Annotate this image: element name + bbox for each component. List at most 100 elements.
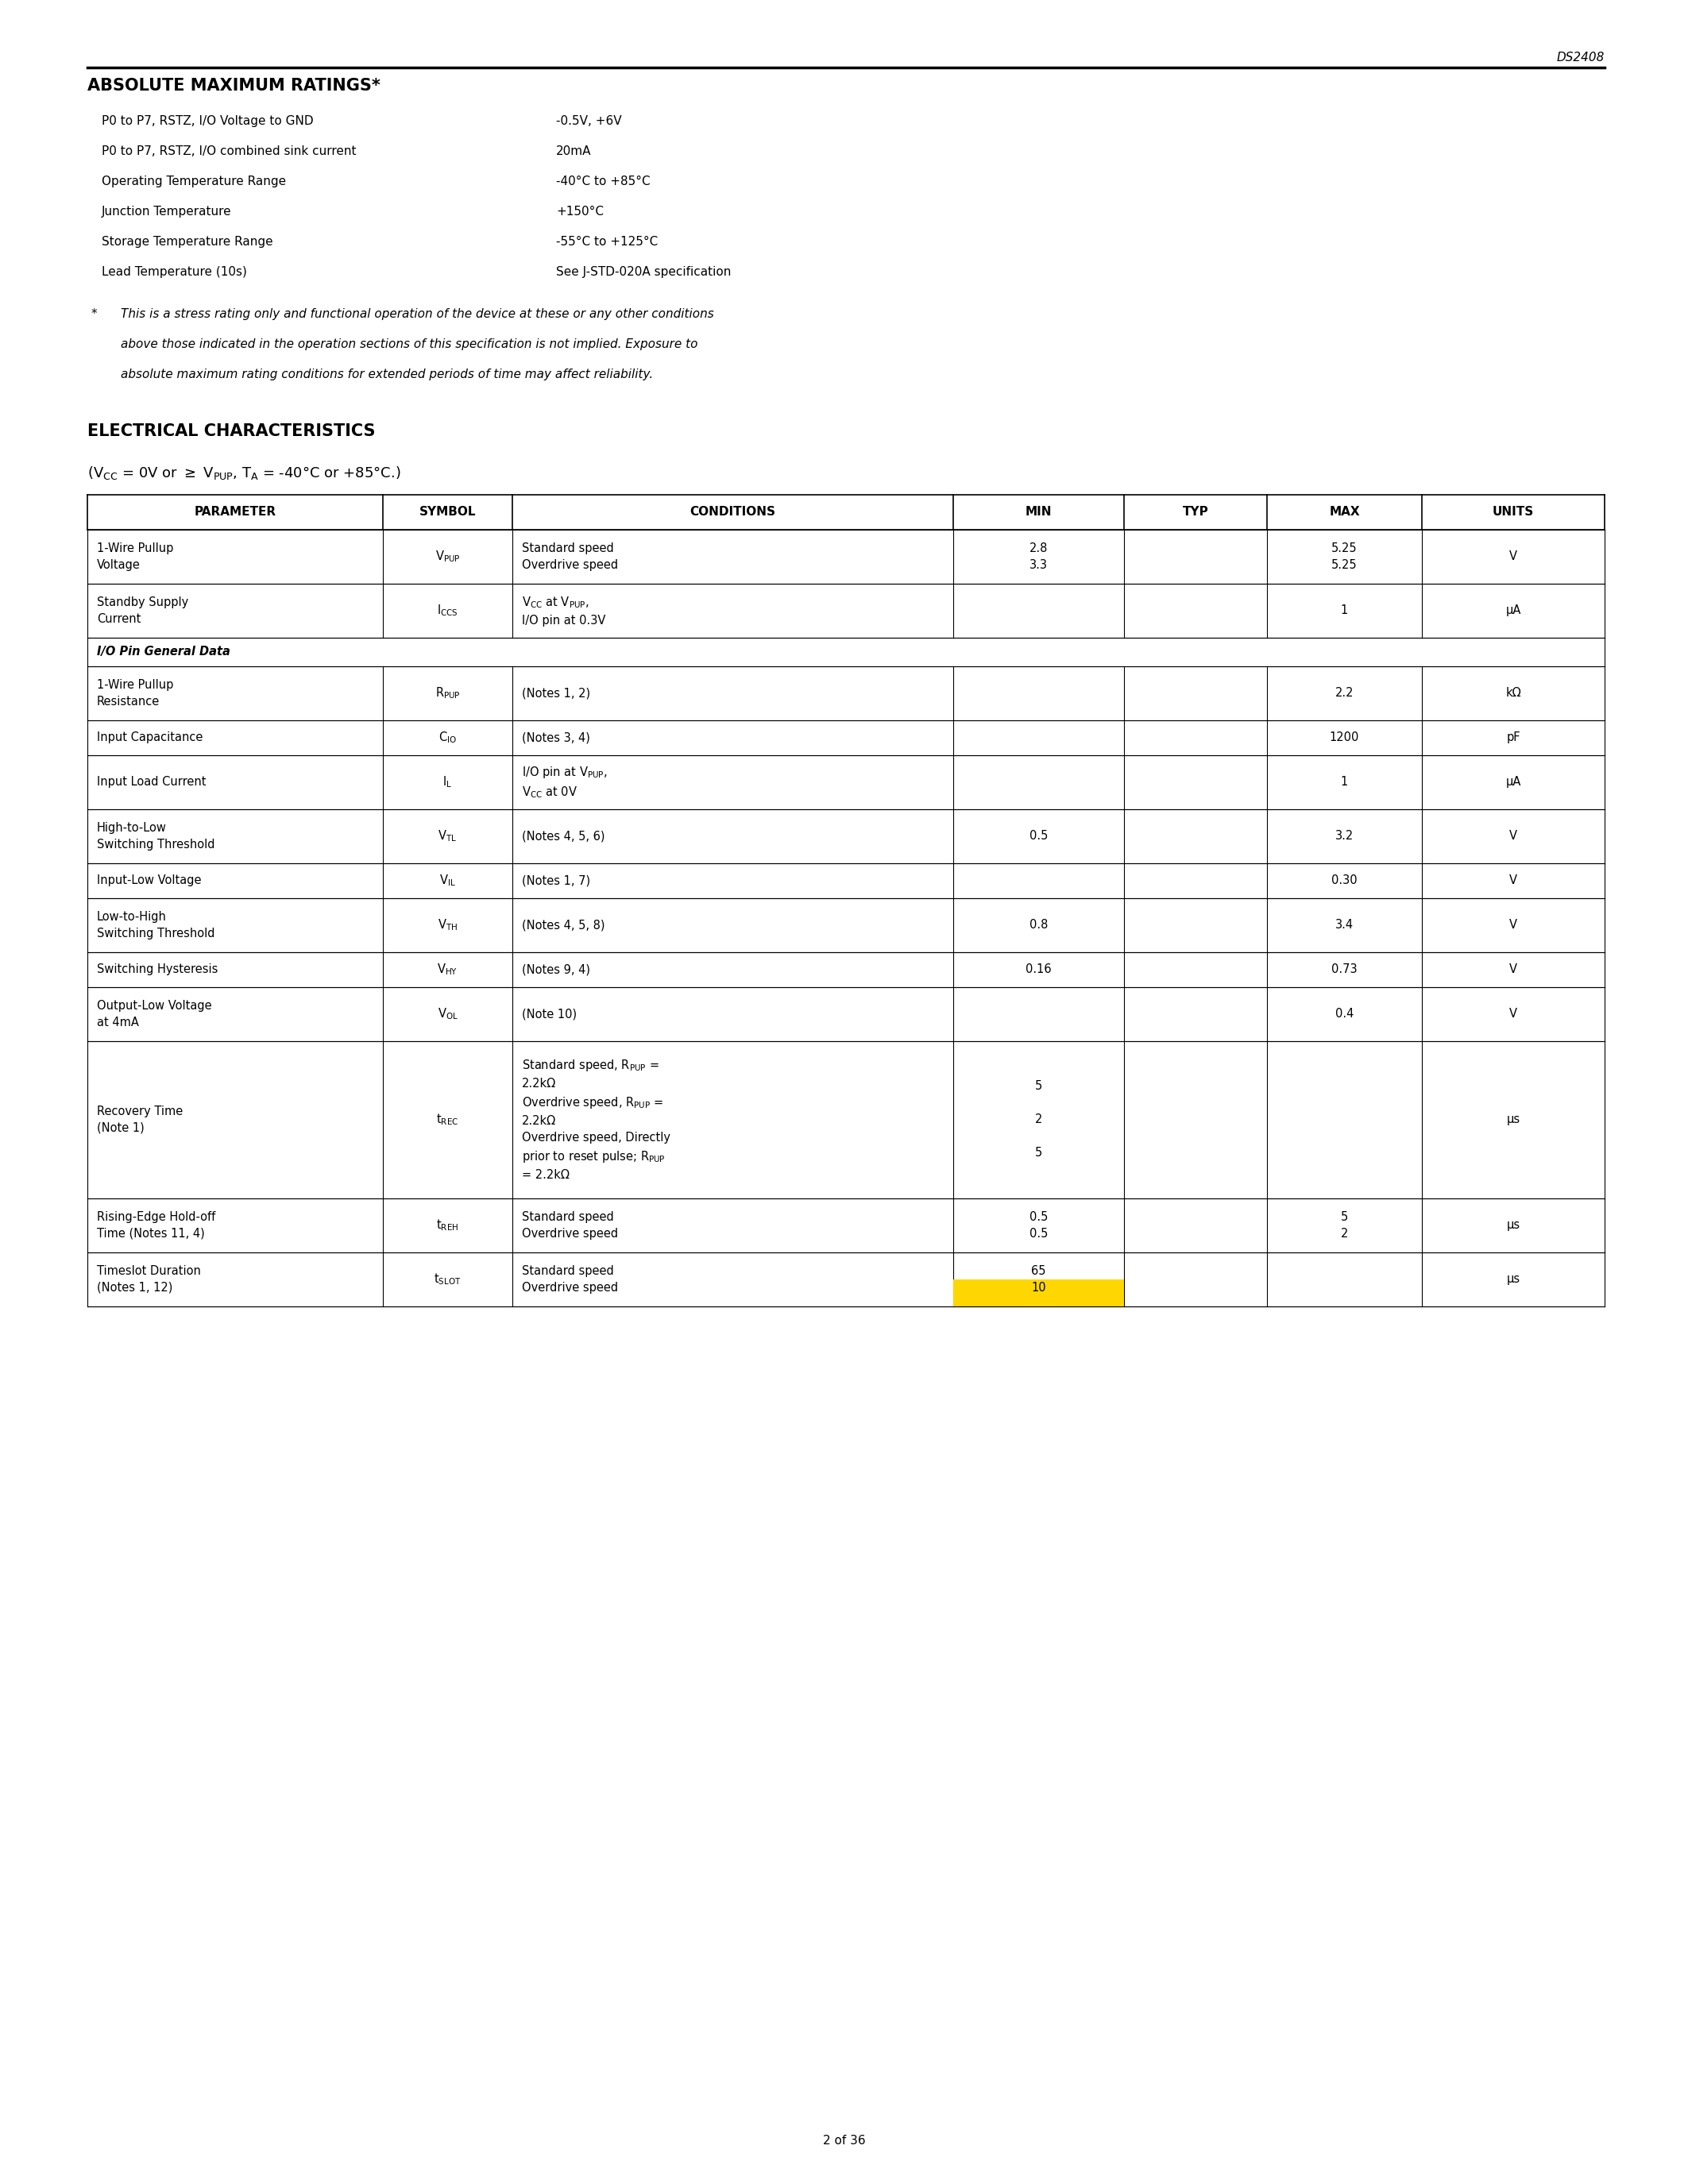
Text: Input Load Current: Input Load Current [96, 775, 206, 788]
Text: I/O pin at V$_{\mathregular{PUP}}$,
V$_{\mathregular{CC}}$ at 0V: I/O pin at V$_{\mathregular{PUP}}$, V$_{… [522, 764, 608, 799]
Text: ELECTRICAL CHARACTERISTICS: ELECTRICAL CHARACTERISTICS [88, 424, 375, 439]
Text: DS2408: DS2408 [1556, 52, 1605, 63]
Text: μs: μs [1506, 1219, 1521, 1232]
Text: Rising-Edge Hold-off
Time (Notes 11, 4): Rising-Edge Hold-off Time (Notes 11, 4) [96, 1212, 216, 1241]
Text: pF: pF [1506, 732, 1521, 745]
Text: above those indicated in the operation sections of this specification is not imp: above those indicated in the operation s… [122, 339, 697, 349]
Text: 1: 1 [1340, 605, 1349, 616]
Text: 0.30: 0.30 [1332, 876, 1357, 887]
Text: 0.5: 0.5 [1030, 830, 1048, 843]
Text: 1: 1 [1340, 775, 1349, 788]
Text: Recovery Time
(Note 1): Recovery Time (Note 1) [96, 1105, 182, 1133]
Text: P0 to P7, RSTZ, I/O Voltage to GND: P0 to P7, RSTZ, I/O Voltage to GND [101, 116, 314, 127]
Text: t$_{\mathregular{REH}}$: t$_{\mathregular{REH}}$ [437, 1219, 459, 1232]
Text: *: * [91, 308, 98, 321]
Text: 0.8: 0.8 [1030, 919, 1048, 930]
Text: V: V [1509, 830, 1518, 843]
Text: Timeslot Duration
(Notes 1, 12): Timeslot Duration (Notes 1, 12) [96, 1265, 201, 1293]
Text: Standard speed
Overdrive speed: Standard speed Overdrive speed [522, 542, 618, 570]
Text: t$_{\mathregular{REC}}$: t$_{\mathregular{REC}}$ [437, 1112, 459, 1127]
Text: -0.5V, +6V: -0.5V, +6V [555, 116, 621, 127]
Text: Standard speed, R$_{\mathregular{PUP}}$ =
2.2kΩ
Overdrive speed, R$_{\mathregula: Standard speed, R$_{\mathregular{PUP}}$ … [522, 1059, 670, 1182]
Text: Output-Low Voltage
at 4mA: Output-Low Voltage at 4mA [96, 1000, 211, 1029]
Text: μs: μs [1506, 1273, 1521, 1286]
Text: (Notes 9, 4): (Notes 9, 4) [522, 963, 591, 976]
Text: Input-Low Voltage: Input-Low Voltage [96, 876, 201, 887]
Text: PARAMETER: PARAMETER [194, 507, 277, 518]
Text: SYMBOL: SYMBOL [419, 507, 476, 518]
Text: MIN: MIN [1025, 507, 1052, 518]
Text: UNITS: UNITS [1492, 507, 1534, 518]
Text: V: V [1509, 550, 1518, 563]
Text: 0.16: 0.16 [1026, 963, 1052, 976]
Text: High-to-Low
Switching Threshold: High-to-Low Switching Threshold [96, 821, 214, 850]
Text: -55°C to +125°C: -55°C to +125°C [555, 236, 658, 247]
Text: 3.4: 3.4 [1335, 919, 1354, 930]
Text: (Notes 4, 5, 8): (Notes 4, 5, 8) [522, 919, 604, 930]
Text: V: V [1509, 876, 1518, 887]
Text: This is a stress rating only and functional operation of the device at these or : This is a stress rating only and functio… [122, 308, 714, 321]
Text: 65
10: 65 10 [1031, 1265, 1047, 1293]
Text: V$_{\mathregular{CC}}$ at V$_{\mathregular{PUP}}$,
I/O pin at 0.3V: V$_{\mathregular{CC}}$ at V$_{\mathregul… [522, 594, 606, 627]
Text: TYP: TYP [1183, 507, 1209, 518]
Text: Lead Temperature (10s): Lead Temperature (10s) [101, 266, 246, 277]
Text: V$_{\mathregular{HY}}$: V$_{\mathregular{HY}}$ [437, 963, 457, 976]
Text: R$_{\mathregular{PUP}}$: R$_{\mathregular{PUP}}$ [436, 686, 461, 701]
Text: μs: μs [1506, 1114, 1521, 1125]
Text: Low-to-High
Switching Threshold: Low-to-High Switching Threshold [96, 911, 214, 939]
Text: +150°C: +150°C [555, 205, 604, 218]
Text: V$_{\mathregular{IL}}$: V$_{\mathregular{IL}}$ [439, 874, 456, 889]
Text: Junction Temperature: Junction Temperature [101, 205, 231, 218]
Text: 2 of 36: 2 of 36 [822, 2134, 866, 2147]
Text: C$_{\mathregular{IO}}$: C$_{\mathregular{IO}}$ [439, 729, 457, 745]
Text: (V$_{\mathregular{CC}}$ = 0V or $\geq$ V$_{\mathregular{PUP}}$, T$_{\mathregular: (V$_{\mathregular{CC}}$ = 0V or $\geq$ V… [88, 465, 400, 480]
Text: 1200: 1200 [1330, 732, 1359, 745]
Text: Standby Supply
Current: Standby Supply Current [96, 596, 189, 625]
Text: See J-STD-020A specification: See J-STD-020A specification [555, 266, 731, 277]
Text: V$_{\mathregular{TH}}$: V$_{\mathregular{TH}}$ [437, 917, 457, 933]
Text: 5

2

5: 5 2 5 [1035, 1081, 1043, 1160]
Text: 1-Wire Pullup
Resistance: 1-Wire Pullup Resistance [96, 679, 174, 708]
Text: V: V [1509, 963, 1518, 976]
Text: (Notes 1, 7): (Notes 1, 7) [522, 876, 591, 887]
Text: 1-Wire Pullup
Voltage: 1-Wire Pullup Voltage [96, 542, 174, 570]
Text: absolute maximum rating conditions for extended periods of time may affect relia: absolute maximum rating conditions for e… [122, 369, 653, 380]
Text: V$_{\mathregular{TL}}$: V$_{\mathregular{TL}}$ [439, 830, 457, 843]
Text: V: V [1509, 1009, 1518, 1020]
Text: 0.4: 0.4 [1335, 1009, 1354, 1020]
Text: Input Capacitance: Input Capacitance [96, 732, 203, 745]
Text: Storage Temperature Range: Storage Temperature Range [101, 236, 273, 247]
Text: μA: μA [1506, 605, 1521, 616]
Text: 2.8
3.3: 2.8 3.3 [1030, 542, 1048, 570]
Text: P0 to P7, RSTZ, I/O combined sink current: P0 to P7, RSTZ, I/O combined sink curren… [101, 146, 356, 157]
Text: (Notes 4, 5, 6): (Notes 4, 5, 6) [522, 830, 604, 843]
Text: 2.2: 2.2 [1335, 688, 1354, 699]
Text: 3.2: 3.2 [1335, 830, 1354, 843]
Text: ABSOLUTE MAXIMUM RATINGS*: ABSOLUTE MAXIMUM RATINGS* [88, 79, 380, 94]
Text: -40°C to +85°C: -40°C to +85°C [555, 175, 650, 188]
Text: 20mA: 20mA [555, 146, 591, 157]
Text: I$_{\mathregular{L}}$: I$_{\mathregular{L}}$ [442, 775, 452, 791]
Text: t$_{\mathregular{SLOT}}$: t$_{\mathregular{SLOT}}$ [434, 1271, 461, 1286]
Text: Standard speed
Overdrive speed: Standard speed Overdrive speed [522, 1212, 618, 1241]
Bar [954, 1280, 1124, 1306]
Text: Standard speed
Overdrive speed: Standard speed Overdrive speed [522, 1265, 618, 1293]
Text: V: V [1509, 919, 1518, 930]
Text: kΩ: kΩ [1506, 688, 1521, 699]
Text: Operating Temperature Range: Operating Temperature Range [101, 175, 285, 188]
Text: 5.25
5.25: 5.25 5.25 [1332, 542, 1357, 570]
Text: MAX: MAX [1328, 507, 1361, 518]
Bar [88, 496, 1605, 531]
Text: 0.5
0.5: 0.5 0.5 [1030, 1212, 1048, 1241]
Text: (Note 10): (Note 10) [522, 1009, 577, 1020]
Text: V$_{\mathregular{OL}}$: V$_{\mathregular{OL}}$ [437, 1007, 457, 1022]
Text: 5
2: 5 2 [1340, 1212, 1349, 1241]
Text: (Notes 1, 2): (Notes 1, 2) [522, 688, 591, 699]
Text: CONDITIONS: CONDITIONS [690, 507, 776, 518]
Text: μA: μA [1506, 775, 1521, 788]
Text: I$_{\mathregular{CCS}}$: I$_{\mathregular{CCS}}$ [437, 603, 457, 618]
Text: V$_{\mathregular{PUP}}$: V$_{\mathregular{PUP}}$ [436, 550, 461, 563]
Text: I/O Pin General Data: I/O Pin General Data [96, 646, 230, 657]
Text: 0.73: 0.73 [1332, 963, 1357, 976]
Text: (Notes 3, 4): (Notes 3, 4) [522, 732, 591, 745]
